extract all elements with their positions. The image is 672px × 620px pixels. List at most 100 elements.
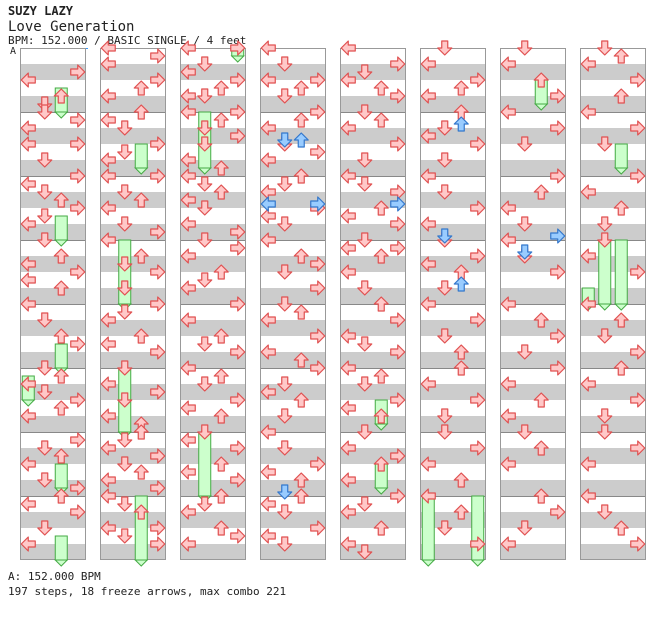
step-arrow-left — [100, 152, 116, 168]
step-arrow-left — [180, 432, 196, 448]
beat-stripe — [180, 320, 246, 336]
step-arrow-right — [230, 472, 246, 488]
step-arrow-left — [20, 296, 36, 312]
beat-stripe — [100, 448, 166, 464]
step-arrow-left — [100, 336, 116, 352]
step-arrow-right — [310, 144, 326, 160]
beat-stripe — [100, 96, 166, 112]
step-arrow-up — [213, 328, 229, 344]
beat-stripe — [580, 320, 646, 336]
step-arrow-left — [260, 344, 276, 360]
freeze-tail — [134, 167, 149, 175]
beat-stripe — [420, 480, 486, 496]
beat-stripe — [500, 480, 566, 496]
beat-stripe — [20, 544, 86, 560]
step-arrow-left — [180, 88, 196, 104]
freeze-tail — [421, 559, 436, 567]
step-arrow-left — [260, 196, 276, 212]
beat-stripe — [420, 352, 486, 368]
step-arrow-down — [597, 408, 613, 424]
step-arrow-left — [500, 376, 516, 392]
step-arrow-down — [117, 360, 133, 376]
step-arrow-up — [53, 488, 69, 504]
step-arrow-right — [150, 344, 166, 360]
chart-background — [20, 48, 646, 560]
beat-stripe — [580, 416, 646, 432]
step-arrow-up — [293, 488, 309, 504]
step-arrow-right — [150, 136, 166, 152]
beat-stripe — [500, 288, 566, 304]
step-arrow-up — [53, 192, 69, 208]
step-arrow-right — [310, 104, 326, 120]
step-arrow-left — [180, 152, 196, 168]
step-arrow-right — [230, 240, 246, 256]
beat-stripe — [580, 512, 646, 528]
step-arrow-right — [470, 248, 486, 264]
step-arrow-right — [70, 136, 86, 152]
step-arrow-up — [373, 112, 389, 128]
step-arrow-down — [117, 496, 133, 512]
beat-stripe — [580, 96, 646, 112]
step-arrow-up — [373, 456, 389, 472]
step-arrow-up — [213, 184, 229, 200]
step-arrow-right — [230, 440, 246, 456]
step-arrow-down — [197, 336, 213, 352]
beat-stripe — [420, 192, 486, 208]
step-arrow-left — [420, 256, 436, 272]
step-arrow-right — [150, 264, 166, 280]
step-arrow-down — [357, 336, 373, 352]
step-arrow-left — [340, 240, 356, 256]
step-arrow-down — [197, 88, 213, 104]
step-arrow-left — [580, 376, 596, 392]
step-arrow-left — [340, 72, 356, 88]
step-arrow-left — [500, 104, 516, 120]
step-arrow-left — [20, 176, 36, 192]
freeze-body — [598, 239, 612, 305]
step-arrow-down — [37, 440, 53, 456]
song-title: Love Generation — [8, 19, 135, 35]
step-arrow-up — [293, 168, 309, 184]
step-arrow-down — [117, 280, 133, 296]
freeze-body — [134, 143, 148, 169]
step-arrow-down — [117, 456, 133, 472]
beat-stripe — [100, 384, 166, 400]
step-arrow-down — [437, 328, 453, 344]
step-arrow-down — [117, 304, 133, 320]
beat-stripe — [20, 256, 86, 272]
step-arrow-left — [340, 40, 356, 56]
beat-stripe — [340, 544, 406, 560]
step-arrow-right — [150, 536, 166, 552]
beat-stripe — [20, 160, 86, 176]
beat-stripe — [580, 224, 646, 240]
step-arrow-up — [453, 472, 469, 488]
beat-stripe — [20, 288, 86, 304]
step-arrow-up — [293, 392, 309, 408]
step-arrow-right — [310, 280, 326, 296]
step-arrow-left — [420, 376, 436, 392]
step-arrow-down — [37, 184, 53, 200]
step-arrow-left — [500, 456, 516, 472]
freeze-body — [54, 343, 68, 369]
step-arrow-down — [517, 136, 533, 152]
beat-stripe — [100, 320, 166, 336]
step-arrow-right — [550, 328, 566, 344]
step-arrow-down — [357, 424, 373, 440]
step-arrow-down — [117, 120, 133, 136]
beat-stripe — [20, 192, 86, 208]
step-arrow-up — [133, 328, 149, 344]
step-arrow-left — [340, 328, 356, 344]
step-arrow-down — [197, 200, 213, 216]
step-arrow-down — [437, 120, 453, 136]
step-arrow-right — [550, 504, 566, 520]
step-arrow-up — [133, 248, 149, 264]
step-arrow-right — [70, 264, 86, 280]
beat-stripe — [260, 320, 326, 336]
step-arrow-right — [310, 456, 326, 472]
step-arrow-left — [420, 296, 436, 312]
step-arrow-down — [277, 408, 293, 424]
beat-stripe — [340, 64, 406, 80]
step-arrow-left — [100, 232, 116, 248]
step-arrow-down — [197, 272, 213, 288]
step-arrow-right — [630, 168, 646, 184]
step-arrow-right — [150, 480, 166, 496]
